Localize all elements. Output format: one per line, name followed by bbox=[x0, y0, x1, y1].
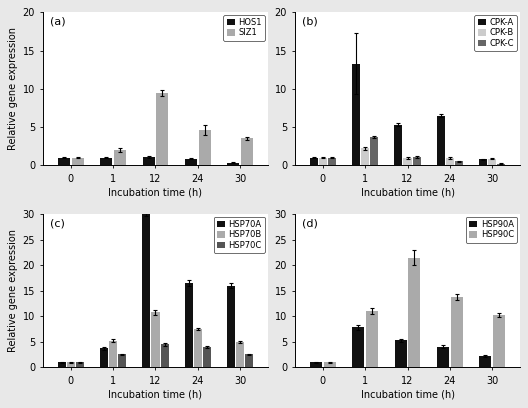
Y-axis label: Relative gene expression: Relative gene expression bbox=[8, 229, 18, 352]
Legend: CPK-A, CPK-B, CPK-C: CPK-A, CPK-B, CPK-C bbox=[474, 15, 517, 51]
Bar bbox=[366, 311, 378, 367]
Bar bbox=[403, 157, 411, 165]
Bar bbox=[72, 157, 84, 165]
Bar bbox=[100, 348, 108, 367]
Bar bbox=[227, 162, 239, 165]
Text: (a): (a) bbox=[50, 17, 65, 27]
X-axis label: Incubation time (h): Incubation time (h) bbox=[361, 390, 455, 400]
Bar bbox=[227, 286, 235, 367]
Bar bbox=[152, 312, 159, 367]
Text: (b): (b) bbox=[302, 17, 318, 27]
Bar bbox=[143, 157, 155, 165]
Bar bbox=[488, 159, 496, 165]
Bar bbox=[194, 329, 202, 367]
Bar bbox=[118, 355, 126, 367]
Bar bbox=[199, 130, 211, 165]
Legend: HSP70A, HSP70B, HSP70C: HSP70A, HSP70B, HSP70C bbox=[213, 217, 265, 253]
Bar bbox=[156, 93, 168, 165]
Bar bbox=[328, 157, 336, 165]
Bar bbox=[58, 362, 65, 367]
Bar bbox=[319, 157, 327, 165]
Text: (d): (d) bbox=[302, 219, 318, 229]
Legend: HSP90A, HSP90C: HSP90A, HSP90C bbox=[466, 217, 517, 243]
Bar bbox=[142, 214, 150, 367]
Legend: HOS1, SIZ1: HOS1, SIZ1 bbox=[223, 15, 265, 41]
X-axis label: Incubation time (h): Incubation time (h) bbox=[108, 390, 202, 400]
Bar bbox=[497, 164, 505, 165]
Bar bbox=[394, 125, 402, 165]
Bar bbox=[455, 162, 463, 165]
Bar bbox=[310, 157, 318, 165]
Bar bbox=[352, 64, 360, 165]
Bar bbox=[370, 137, 379, 165]
Bar bbox=[437, 347, 449, 367]
Bar bbox=[408, 257, 420, 367]
Bar bbox=[236, 341, 244, 367]
Bar bbox=[67, 362, 75, 367]
Bar bbox=[437, 115, 445, 165]
Bar bbox=[310, 362, 322, 367]
Bar bbox=[479, 356, 492, 367]
Bar bbox=[493, 315, 505, 367]
Bar bbox=[413, 157, 421, 165]
Bar bbox=[245, 355, 253, 367]
Bar bbox=[361, 149, 369, 165]
Bar bbox=[58, 157, 70, 165]
Bar bbox=[451, 297, 463, 367]
X-axis label: Incubation time (h): Incubation time (h) bbox=[361, 188, 455, 198]
Bar bbox=[203, 347, 211, 367]
Bar bbox=[446, 157, 454, 165]
Bar bbox=[394, 340, 407, 367]
Bar bbox=[185, 283, 193, 367]
Bar bbox=[324, 362, 336, 367]
Bar bbox=[161, 344, 168, 367]
Bar bbox=[479, 159, 487, 165]
Bar bbox=[185, 159, 197, 165]
Bar bbox=[352, 327, 364, 367]
Bar bbox=[109, 341, 117, 367]
Bar bbox=[76, 362, 84, 367]
X-axis label: Incubation time (h): Incubation time (h) bbox=[108, 188, 202, 198]
Y-axis label: Relative gene expression: Relative gene expression bbox=[8, 27, 18, 150]
Text: (c): (c) bbox=[50, 219, 65, 229]
Bar bbox=[241, 138, 253, 165]
Bar bbox=[100, 157, 112, 165]
Bar bbox=[114, 150, 126, 165]
